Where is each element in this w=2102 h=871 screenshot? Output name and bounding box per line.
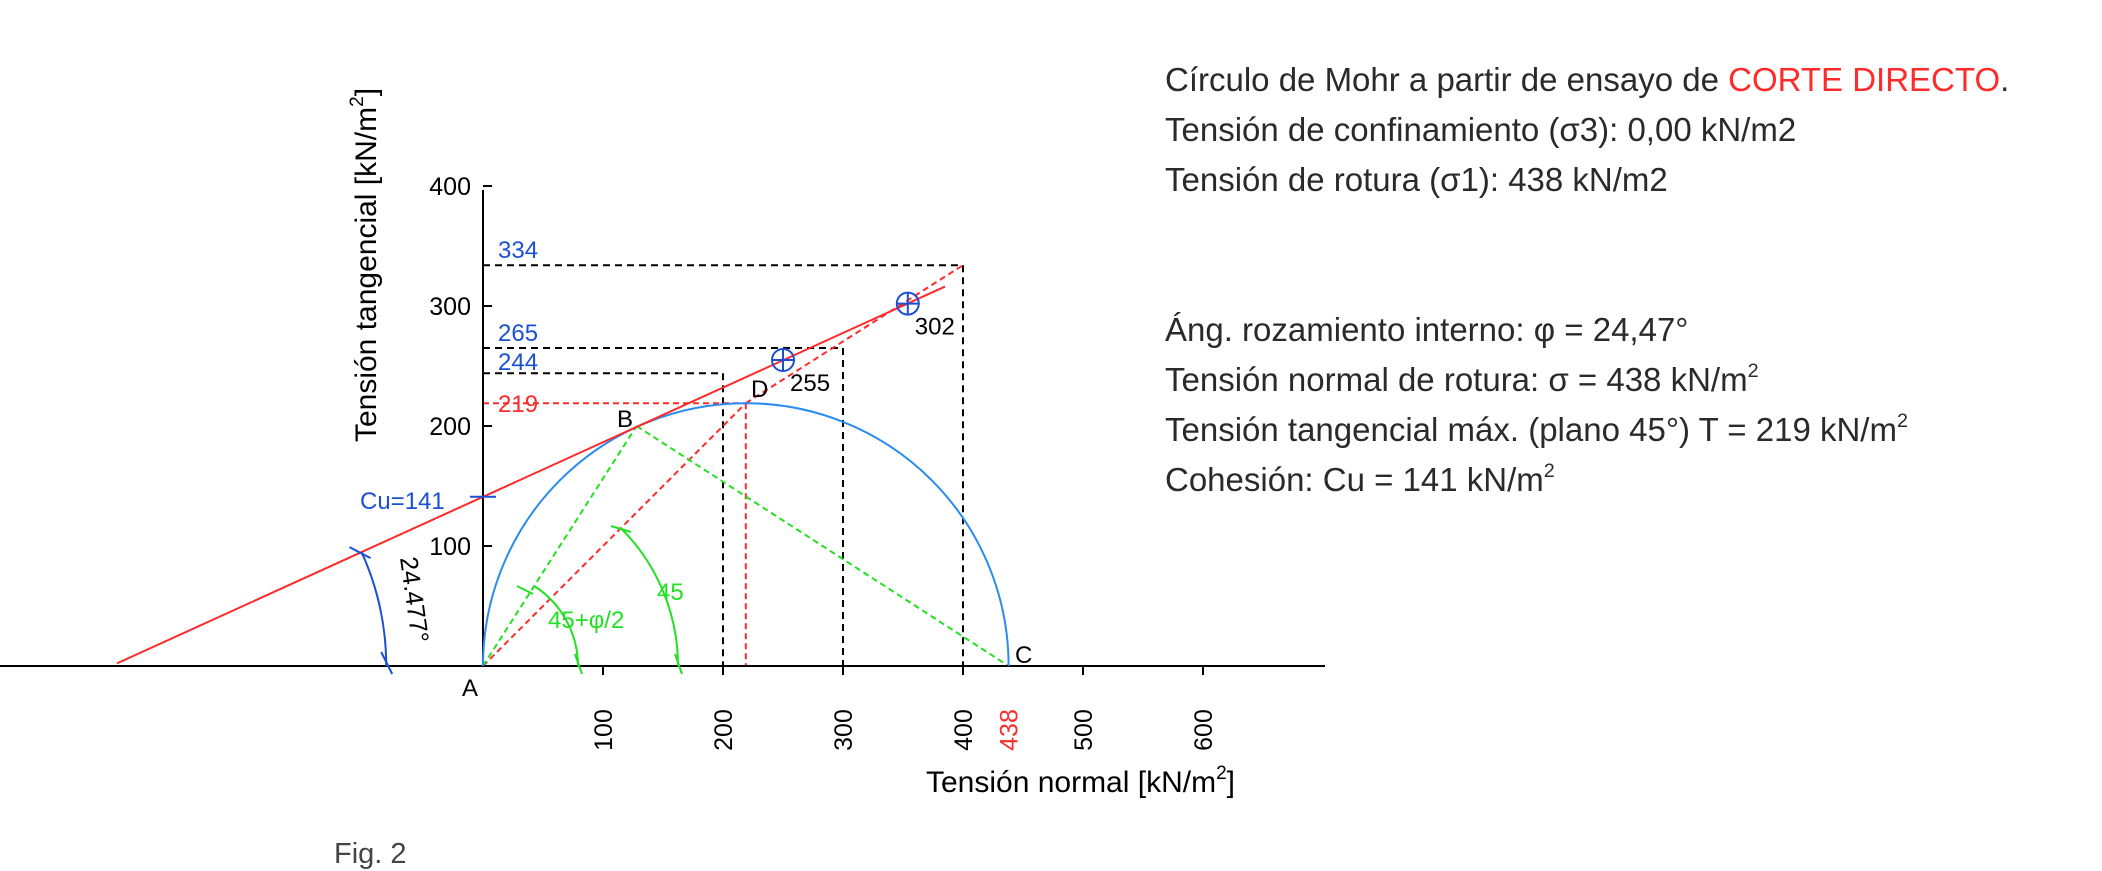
arc-tick-45phi-lower [574, 653, 583, 675]
axes: 100 200 300 400 500 600 100 200 300 400 Tensión no… [0, 88, 1325, 799]
y-tick-label: 100 [429, 533, 471, 561]
info-normal-stress: Tensión normal de rotura: σ = 438 kN/m2 [1165, 360, 1759, 398]
marked-point-label-255: 255 [790, 370, 830, 397]
x-axis-label-end: ] [1227, 766, 1235, 799]
x-tick-label: 400 [950, 709, 978, 751]
info-cohesion-text: Cohesión: Cu = 141 kN/m [1165, 461, 1544, 498]
marked-point-label-302: 302 [915, 314, 955, 341]
y-axis-label-end: ] [350, 88, 383, 96]
friction-arc-tick-upper [349, 546, 371, 559]
y-tick-label: 200 [429, 413, 471, 441]
y-annotation-265: 265 [498, 320, 538, 347]
dashed-red-AD [482, 402, 747, 667]
dashed-red-trend [745, 264, 964, 405]
arc-tick-45phi-upper [516, 585, 534, 595]
friction-angle-arc [360, 551, 388, 667]
dashed-green-BC [636, 425, 1010, 667]
x-tick-label: 300 [830, 709, 858, 751]
x-tick-label: 100 [590, 709, 618, 751]
y-axis-label-text: Tensión tangencial [kN/m [350, 107, 383, 442]
cohesion-label: Cu=141 [360, 488, 445, 515]
info-cohesion-sup: 2 [1543, 460, 1555, 483]
angle-arc-45 [620, 527, 679, 667]
point-B-label: B [617, 406, 633, 433]
x-tick-label: 600 [1190, 709, 1218, 751]
point-C-label: C [1015, 642, 1032, 669]
point-A-label: A [462, 675, 478, 702]
info-cohesion: Cohesión: Cu = 141 kN/m2 [1165, 460, 1555, 498]
x-axis-label-sup: 2 [1216, 763, 1227, 784]
angle-arc-45phi [533, 585, 579, 667]
arc-tick-45-lower [674, 653, 683, 675]
info-shear-stress: Tensión tangencial máx. (plano 45°) T = … [1165, 410, 1908, 448]
info-failure-stress: Tensión de rotura (σ1): 438 kN/m2 [1165, 161, 1668, 198]
angle-label-45phi: 45+φ/2 [548, 607, 624, 634]
x-annotation-438: 438 [996, 709, 1024, 751]
y-annotation-334: 334 [498, 237, 538, 264]
y-annotation-219: 219 [498, 391, 538, 418]
y-tick-label: 300 [429, 293, 471, 321]
mohr-circle [482, 402, 1010, 667]
construction-lines [482, 264, 1010, 667]
info-title-period: . [2000, 61, 2010, 98]
info-normal-stress-sup: 2 [1747, 360, 1759, 383]
friction-angle-label: 24.477° [394, 555, 434, 645]
x-tick-label: 500 [1070, 709, 1098, 751]
figure-caption: Fig. 2 [334, 838, 407, 870]
info-shear-stress-sup: 2 [1896, 410, 1908, 433]
point-D-label: D [751, 376, 768, 403]
failure-envelope [116, 285, 946, 665]
info-confining-stress: Tensión de confinamiento (σ3): 0,00 kN/m… [1165, 111, 1797, 148]
info-shear-stress-text: Tensión tangencial máx. (plano 45°) T = … [1165, 411, 1897, 448]
dashed-green-AB [482, 425, 638, 667]
info-title-text: Círculo de Mohr a partir de ensayo de [1165, 61, 1729, 98]
angle-label-45: 45 [657, 579, 684, 606]
x-tick-label: 200 [710, 709, 738, 751]
y-axis-label-sup: 2 [347, 96, 368, 107]
mohr-geometry [116, 285, 1010, 675]
arc-tick-45-upper [610, 525, 632, 533]
info-title-test-type: CORTE DIRECTO [1728, 61, 2001, 98]
info-friction-angle: Áng. rozamiento interno: φ = 24,47° [1165, 311, 1689, 348]
x-axis-label-text: Tensión normal [kN/m [926, 766, 1216, 799]
info-normal-stress-text: Tensión normal de rotura: σ = 438 kN/m [1165, 361, 1748, 398]
y-axis-label: Tensión tangencial [kN/m2] [347, 88, 383, 442]
x-axis-label: Tensión normal [kN/m2] [926, 763, 1235, 799]
y-annotation-244: 244 [498, 349, 538, 376]
info-line-title: Círculo de Mohr a partir de ensayo de CO… [1165, 63, 2009, 96]
y-tick-label: 400 [429, 173, 471, 201]
friction-arc-tick-lower [380, 651, 394, 675]
